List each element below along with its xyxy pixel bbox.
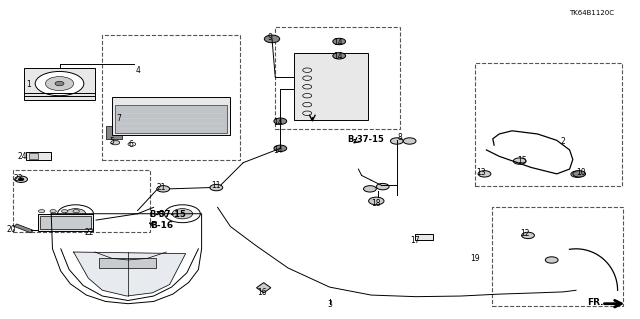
Text: TK64B1120C: TK64B1120C	[570, 11, 614, 16]
Text: B-37-15: B-37-15	[348, 135, 385, 144]
Text: 4: 4	[135, 66, 140, 75]
Text: 5: 5	[109, 137, 115, 146]
Bar	[415, 234, 433, 240]
Bar	[294, 53, 368, 120]
Circle shape	[164, 205, 200, 223]
Text: 6: 6	[129, 140, 134, 149]
Circle shape	[111, 140, 120, 145]
Text: 17: 17	[410, 236, 420, 245]
Text: 20: 20	[6, 225, 17, 234]
Circle shape	[364, 186, 376, 192]
Text: 23: 23	[13, 174, 23, 182]
Bar	[24, 68, 95, 100]
Circle shape	[61, 210, 68, 213]
Bar	[115, 105, 227, 133]
Text: 13: 13	[476, 168, 486, 177]
Text: 2: 2	[561, 137, 566, 146]
Text: 14: 14	[333, 52, 343, 61]
Bar	[112, 97, 230, 135]
Text: 14: 14	[273, 146, 284, 155]
Polygon shape	[74, 252, 186, 296]
Circle shape	[55, 81, 64, 86]
Text: 12: 12	[520, 229, 529, 238]
Text: 16: 16	[257, 288, 268, 297]
Circle shape	[573, 171, 586, 177]
Circle shape	[172, 209, 193, 219]
Text: 9: 9	[268, 33, 273, 42]
Circle shape	[513, 158, 526, 164]
Circle shape	[73, 210, 79, 213]
Circle shape	[333, 53, 346, 59]
Bar	[106, 126, 122, 139]
Circle shape	[210, 184, 223, 191]
Text: 8: 8	[397, 133, 403, 142]
Circle shape	[390, 138, 403, 144]
Bar	[26, 152, 51, 160]
Text: 14: 14	[273, 118, 284, 127]
Circle shape	[65, 209, 86, 219]
Circle shape	[545, 257, 558, 263]
Circle shape	[15, 176, 28, 182]
Bar	[492, 207, 623, 306]
Circle shape	[19, 178, 24, 181]
Text: 19: 19	[470, 254, 480, 263]
Text: FR.: FR.	[587, 298, 604, 307]
Bar	[99, 258, 156, 268]
Circle shape	[274, 118, 287, 124]
Circle shape	[403, 138, 416, 144]
Bar	[38, 214, 93, 231]
Circle shape	[157, 186, 170, 192]
Circle shape	[35, 71, 84, 96]
Circle shape	[38, 210, 45, 213]
Text: 24: 24	[17, 152, 28, 161]
Circle shape	[274, 145, 287, 152]
Text: 10: 10	[576, 168, 586, 177]
Bar	[102, 35, 240, 160]
Circle shape	[369, 197, 384, 205]
Text: 14: 14	[333, 38, 343, 47]
Text: 15: 15	[516, 156, 527, 165]
Circle shape	[376, 183, 389, 190]
Text: 21: 21	[157, 183, 166, 192]
Text: B-37-15: B-37-15	[149, 210, 186, 219]
Text: B-16: B-16	[150, 221, 173, 230]
Bar	[13, 170, 150, 232]
Circle shape	[45, 77, 74, 91]
Circle shape	[522, 232, 534, 239]
Bar	[275, 27, 400, 129]
Text: 18: 18	[372, 199, 381, 208]
Circle shape	[571, 171, 584, 177]
Circle shape	[333, 38, 346, 45]
Polygon shape	[257, 283, 271, 293]
Text: 22: 22	[85, 228, 94, 237]
Circle shape	[264, 35, 280, 43]
Bar	[29, 153, 38, 159]
Bar	[475, 63, 622, 186]
Circle shape	[58, 205, 93, 223]
Text: 7: 7	[116, 114, 121, 123]
Bar	[40, 216, 91, 229]
Circle shape	[50, 210, 56, 213]
Text: 3: 3	[327, 300, 332, 309]
Circle shape	[478, 171, 491, 177]
Polygon shape	[14, 224, 33, 233]
Text: 11: 11	[212, 181, 221, 189]
Text: 1: 1	[26, 80, 31, 89]
